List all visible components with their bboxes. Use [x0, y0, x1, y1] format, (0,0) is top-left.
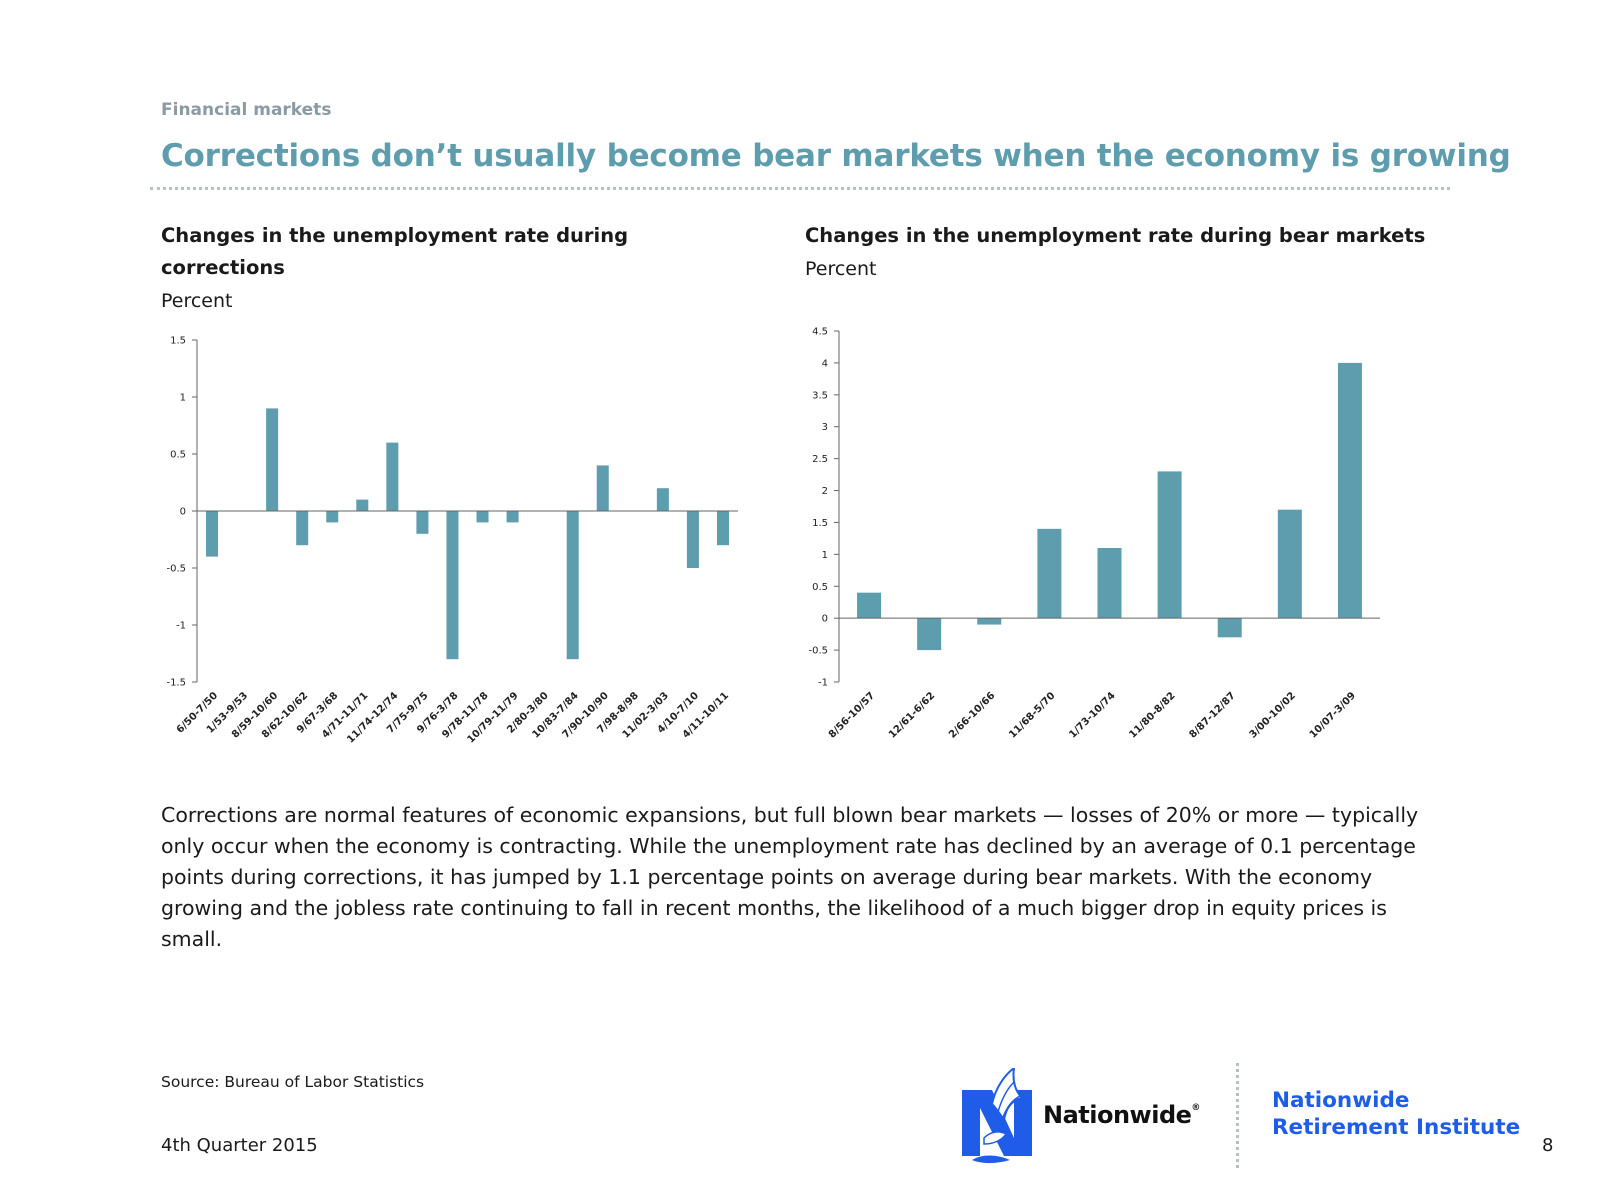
y-tick-label: 0	[822, 614, 828, 625]
bar	[857, 592, 882, 619]
bar	[206, 511, 219, 557]
x-category-label: 12/61-6/62	[887, 690, 937, 740]
y-tick-label: 0	[180, 507, 186, 518]
bar	[296, 511, 309, 546]
bar	[1277, 509, 1302, 619]
eagle-n-logo-icon	[962, 1068, 1032, 1163]
y-tick-label: -0.5	[808, 646, 828, 657]
bar	[1097, 547, 1122, 619]
y-tick-label: 1.5	[170, 336, 186, 347]
title-divider	[150, 187, 1450, 190]
y-tick-label: -1	[176, 621, 186, 632]
y-tick-label: 0.5	[170, 450, 186, 461]
bar	[356, 499, 369, 511]
chart-left-title: Changes in the unemployment rate during …	[161, 224, 629, 279]
page-number: 8	[1542, 1135, 1554, 1156]
chart-right-unit: Percent	[805, 258, 877, 280]
institute-name: Nationwide Retirement Institute	[1272, 1087, 1520, 1141]
bar	[476, 511, 489, 523]
y-tick-label: 3.5	[812, 390, 828, 401]
bar	[506, 511, 519, 523]
y-tick-label: 1.5	[812, 518, 828, 529]
bar	[686, 511, 699, 568]
y-tick-label: -0.5	[166, 564, 186, 575]
institute-line-1: Nationwide	[1272, 1088, 1410, 1113]
y-tick-label: 3	[822, 422, 828, 433]
y-tick-label: 4	[822, 358, 828, 369]
bar	[446, 511, 459, 660]
bar	[1337, 362, 1362, 619]
brand-wordmark: Nationwide®	[1043, 1101, 1200, 1129]
x-category-label: 3/00-10/02	[1248, 690, 1298, 740]
y-tick-label: -1	[818, 678, 828, 689]
bar	[566, 511, 579, 660]
y-tick-label: 1	[180, 393, 186, 404]
bar	[596, 465, 609, 511]
bar	[716, 511, 729, 546]
source-note: Source: Bureau of Labor Statistics	[161, 1073, 425, 1091]
x-category-label: 1/73-10/74	[1067, 690, 1117, 740]
y-tick-label: 2	[822, 486, 828, 497]
y-tick-label: 4.5	[812, 327, 828, 338]
y-tick-label: 2.5	[812, 454, 828, 465]
body-paragraph: Corrections are normal features of econo…	[161, 803, 1419, 951]
x-category-label: 11/68-5/70	[1007, 690, 1057, 740]
chart-right-title: Changes in the unemployment rate during …	[805, 224, 1426, 247]
bar	[416, 511, 429, 534]
section-label: Financial markets	[161, 100, 332, 120]
x-category-label: 8/56-10/57	[827, 690, 877, 740]
bar	[1157, 471, 1182, 619]
y-tick-label: 1	[822, 550, 828, 561]
bar	[386, 442, 399, 511]
report-date: 4th Quarter 2015	[161, 1135, 318, 1156]
bar	[656, 488, 669, 511]
bar	[326, 511, 339, 523]
bar	[917, 618, 942, 651]
x-category-label: 11/80-8/82	[1127, 690, 1177, 740]
x-category-label: 8/87-12/87	[1188, 690, 1238, 740]
y-tick-label: -1.5	[166, 678, 186, 689]
bar	[266, 408, 279, 511]
footer-divider	[1236, 1063, 1239, 1168]
x-category-label: 2/66-10/66	[947, 690, 997, 740]
chart-left-unit: Percent	[161, 290, 233, 312]
bar	[1217, 618, 1242, 638]
institute-line-2: Retirement Institute	[1272, 1115, 1521, 1140]
page-title: Corrections don’t usually become bear ma…	[161, 138, 1511, 174]
bar	[977, 618, 1002, 625]
y-tick-label: 0.5	[812, 582, 828, 593]
x-category-label: 10/07-3/09	[1308, 690, 1358, 740]
bar	[1037, 528, 1062, 619]
